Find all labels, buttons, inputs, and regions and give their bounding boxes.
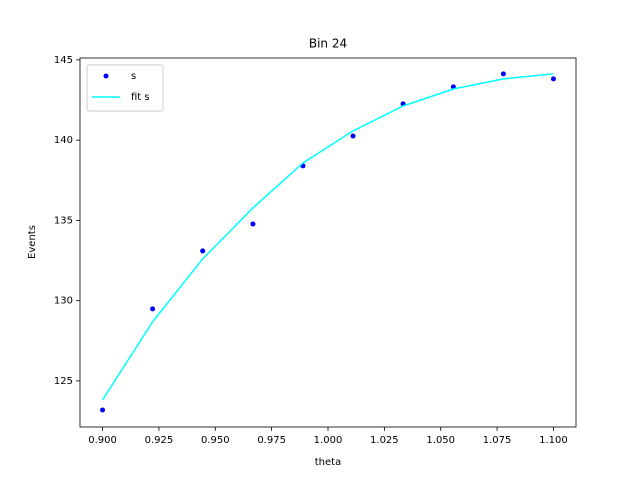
x-tick-label: 1.075 [483, 435, 512, 446]
data-point [250, 221, 256, 227]
plot-frame [79, 57, 577, 428]
chart-title: Bin 24 [309, 37, 347, 51]
data-point [500, 71, 506, 77]
legend-label: s [131, 71, 136, 82]
y-axis-label: Events [27, 225, 38, 259]
x-tick-label: 0.900 [88, 435, 117, 446]
legend-marker [103, 73, 109, 79]
x-tick-label: 1.100 [539, 435, 568, 446]
x-tick-label: 0.950 [201, 435, 230, 446]
fit-line [101, 73, 554, 401]
y-tick-label: 130 [54, 296, 73, 307]
data-point [100, 407, 106, 413]
x-tick-label: 1.050 [426, 435, 455, 446]
y-tick-label: 145 [54, 55, 73, 66]
x-tick-label: 0.975 [257, 435, 286, 446]
y-tick-label: 135 [54, 215, 73, 226]
data-point [150, 306, 156, 312]
y-tick-label: 140 [54, 135, 73, 146]
legend-label: fit s [131, 92, 150, 103]
data-point [200, 248, 206, 254]
data-point [350, 133, 356, 139]
x-tick-label: 1.025 [370, 435, 399, 446]
y-tick-label: 125 [54, 376, 73, 387]
x-axis-label: theta [315, 457, 341, 468]
legend-box [86, 64, 164, 112]
x-tick-label: 1.000 [314, 435, 343, 446]
x-tick-label: 0.925 [145, 435, 174, 446]
data-point [550, 76, 556, 82]
